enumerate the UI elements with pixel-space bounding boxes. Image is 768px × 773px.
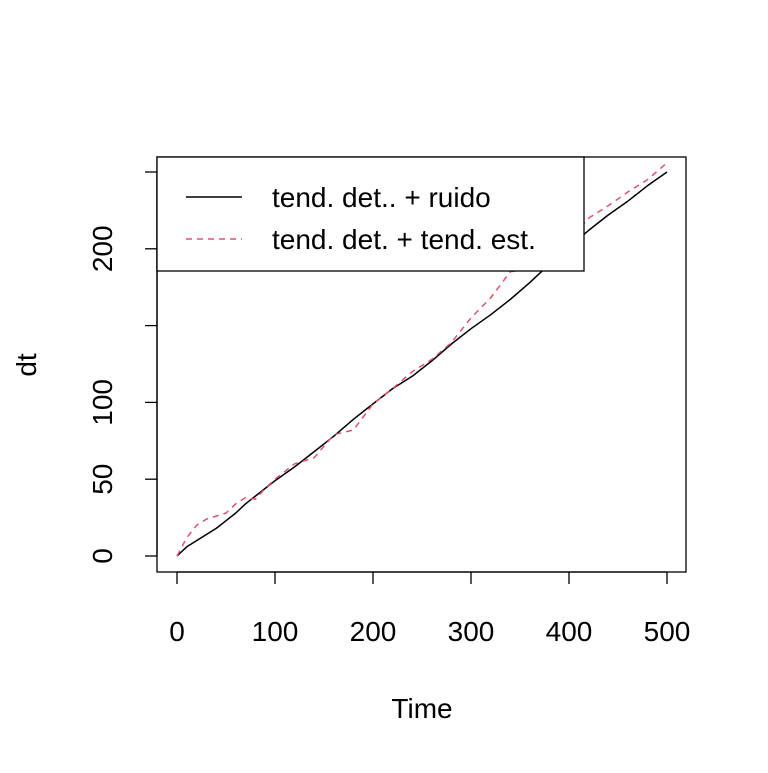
x-axis: 0 100 200 300 400 500 (169, 571, 691, 647)
x-tick-label: 300 (448, 616, 495, 647)
x-tick-label: 500 (644, 616, 691, 647)
legend-label-ruido: tend. det.. + ruido (272, 182, 491, 213)
y-tick-label: 0 (87, 548, 118, 564)
x-tick-label: 200 (350, 616, 397, 647)
y-tick-label: 200 (87, 225, 118, 272)
x-tick-label: 100 (252, 616, 299, 647)
y-axis-label: dt (11, 353, 42, 377)
x-tick-label: 400 (546, 616, 593, 647)
y-tick-label: 50 (87, 464, 118, 495)
x-axis-label: Time (391, 693, 452, 724)
x-tick-label: 0 (169, 616, 185, 647)
y-tick-label: 100 (87, 379, 118, 426)
legend: tend. det.. + ruido tend. det. + tend. e… (156, 156, 585, 272)
legend-label-tend-est: tend. det. + tend. est. (272, 224, 536, 255)
legend-box (156, 156, 585, 272)
